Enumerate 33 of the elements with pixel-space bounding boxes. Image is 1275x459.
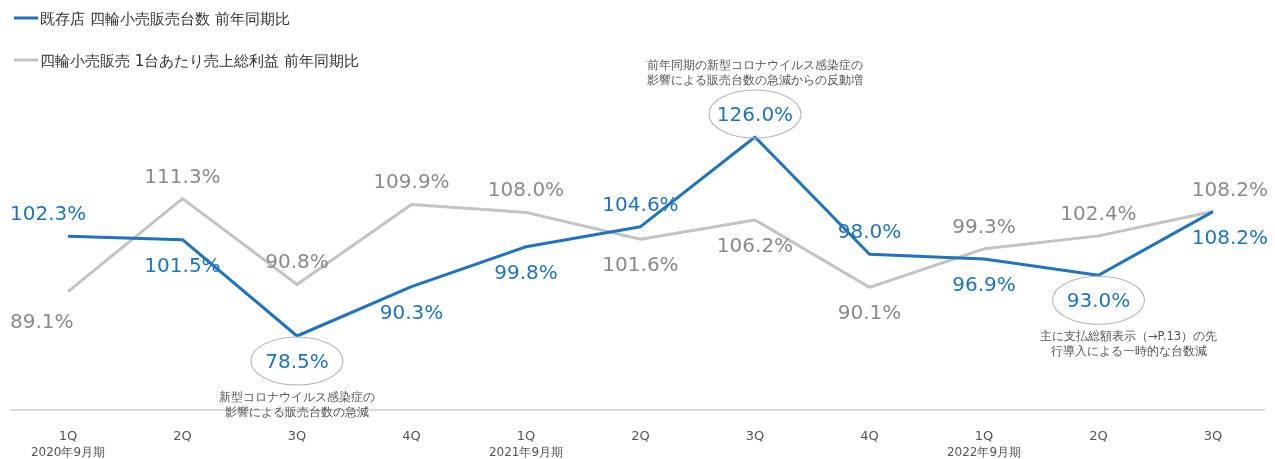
data-label: 109.9% <box>373 169 450 194</box>
x-tick-label: 2Q <box>631 428 650 443</box>
data-label: 102.3% <box>10 201 87 226</box>
data-label: 89.1% <box>10 308 74 333</box>
data-label: 108.2% <box>1191 176 1268 201</box>
data-label: 99.8% <box>494 259 558 284</box>
data-label: 78.5% <box>265 349 329 373</box>
x-tick-label: 4Q <box>860 428 879 443</box>
data-label: 111.3% <box>144 163 221 188</box>
data-label: 93.0% <box>1066 288 1131 313</box>
data-label: 99.3% <box>952 213 1016 238</box>
x-tick-label: 1Q 2020年9月期 <box>30 428 106 459</box>
data-label: 108.2% <box>1191 224 1268 249</box>
data-label: 108.0% <box>487 177 565 202</box>
x-tick-label: 2Q <box>1089 428 1108 443</box>
x-tick-label: 2Q <box>173 428 192 443</box>
x-tick-label: 3Q <box>287 428 307 443</box>
data-label: 90.3% <box>379 299 444 324</box>
data-label: 126.0% <box>716 102 794 126</box>
x-tick-label: 3Q <box>745 428 765 443</box>
x-tick-label: 4Q <box>402 428 421 443</box>
x-tick-label: 1Q 2022年9月期 <box>946 428 1022 459</box>
data-label: 102.4% <box>1060 200 1137 225</box>
data-label: 90.1% <box>837 300 902 325</box>
data-label: 106.2% <box>716 232 794 257</box>
x-tick-label: 1Q 2021年9月期 <box>488 428 564 459</box>
data-label: 101.6% <box>602 252 679 277</box>
data-label: 90.8% <box>265 249 329 274</box>
legend-label: 既存店 四輪小売販売台数 前年同期比 <box>40 10 290 28</box>
legend-label: 四輪小売販売 1台あたり売上総利益 前年同期比 <box>40 52 360 70</box>
data-label: 96.9% <box>952 271 1016 296</box>
annotation: 主に支払総額表示（→P.13）の先行導入による一時的な台数減 <box>1039 329 1218 359</box>
x-tick-label: 3Q <box>1203 428 1223 443</box>
